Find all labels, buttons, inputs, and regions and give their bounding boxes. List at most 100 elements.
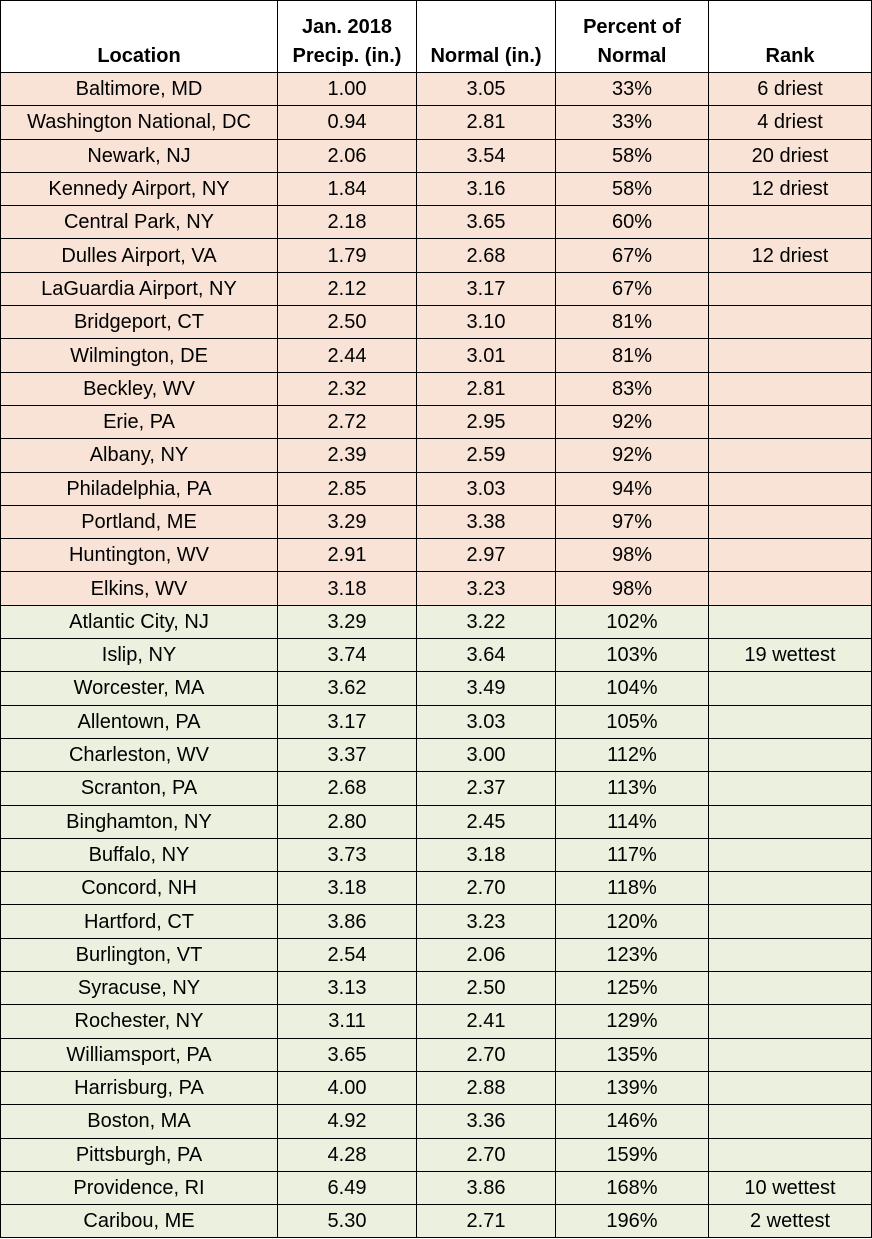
cell-rank xyxy=(708,205,872,240)
cell-rank: 4 driest xyxy=(708,105,872,140)
cell-precip: 2.50 xyxy=(277,305,417,340)
cell-location: LaGuardia Airport, NY xyxy=(0,271,278,307)
cell-percent: 81% xyxy=(555,305,709,340)
cell-location: Baltimore, MD xyxy=(0,71,278,107)
header-location-label: Location xyxy=(97,45,181,67)
cell-normal: 2.41 xyxy=(416,1004,556,1039)
cell-location: Elkins, WV xyxy=(0,571,278,606)
cell-precip: 3.17 xyxy=(277,704,417,739)
table-row: Baltimore, MD 1.00 3.05 33% 6 driest xyxy=(0,71,872,107)
cell-location: Hartford, CT xyxy=(0,904,278,939)
table-row: Scranton, PA 2.68 2.37 113% xyxy=(0,771,872,806)
cell-rank: 10 wettest xyxy=(708,1170,872,1206)
table-row: Williamsport, PA 3.65 2.70 135% xyxy=(0,1037,872,1072)
cell-percent: 33% xyxy=(555,71,709,107)
cell-precip: 3.18 xyxy=(277,871,417,906)
cell-percent: 112% xyxy=(555,737,709,773)
cell-precip: 1.00 xyxy=(277,71,417,107)
cell-normal: 2.95 xyxy=(416,404,556,440)
cell-precip: 2.54 xyxy=(277,937,417,973)
cell-precip: 2.12 xyxy=(277,271,417,307)
table-row: Erie, PA 2.72 2.95 92% xyxy=(0,404,872,440)
cell-location: Harrisburg, PA xyxy=(0,1070,278,1106)
cell-rank xyxy=(708,871,872,906)
cell-percent: 33% xyxy=(555,105,709,140)
cell-percent: 83% xyxy=(555,371,709,406)
cell-location: Albany, NY xyxy=(0,438,278,473)
cell-normal: 2.88 xyxy=(416,1070,556,1106)
cell-location: Washington National, DC xyxy=(0,105,278,140)
cell-location: Williamsport, PA xyxy=(0,1037,278,1072)
cell-percent: 58% xyxy=(555,138,709,173)
table-row: Elkins, WV 3.18 3.23 98% xyxy=(0,571,872,606)
cell-location: Islip, NY xyxy=(0,638,278,673)
cell-percent: 60% xyxy=(555,205,709,240)
cell-rank xyxy=(708,1104,872,1139)
header-rank: Rank xyxy=(708,0,872,73)
table-row: Burlington, VT 2.54 2.06 123% xyxy=(0,937,872,973)
cell-precip: 0.94 xyxy=(277,105,417,140)
cell-normal: 3.64 xyxy=(416,638,556,673)
header-location: Location xyxy=(0,0,278,73)
cell-location: Scranton, PA xyxy=(0,771,278,806)
cell-normal: 3.18 xyxy=(416,837,556,873)
cell-normal: 3.86 xyxy=(416,1170,556,1206)
cell-location: Philadelphia, PA xyxy=(0,471,278,506)
header-normal: Normal (in.) xyxy=(416,0,556,73)
cell-rank xyxy=(708,404,872,440)
cell-precip: 3.29 xyxy=(277,604,417,640)
cell-percent: 98% xyxy=(555,538,709,573)
cell-rank xyxy=(708,704,872,739)
cell-precip: 3.18 xyxy=(277,571,417,606)
cell-precip: 2.06 xyxy=(277,138,417,173)
cell-normal: 2.70 xyxy=(416,1037,556,1072)
header-precip-line2: Precip. (in.) xyxy=(292,45,402,67)
cell-normal: 3.17 xyxy=(416,271,556,307)
cell-location: Pittsburgh, PA xyxy=(0,1137,278,1172)
cell-percent: 120% xyxy=(555,904,709,939)
table-row: Boston, MA 4.92 3.36 146% xyxy=(0,1104,872,1139)
cell-rank xyxy=(708,504,872,540)
cell-precip: 3.74 xyxy=(277,638,417,673)
table-row: Caribou, ME 5.30 2.71 196% 2 wettest xyxy=(0,1204,872,1239)
cell-rank xyxy=(708,771,872,806)
cell-precip: 3.86 xyxy=(277,904,417,939)
table-row: Washington National, DC 0.94 2.81 33% 4 drie… xyxy=(0,105,872,140)
cell-precip: 2.80 xyxy=(277,804,417,839)
table-row: Central Park, NY 2.18 3.65 60% xyxy=(0,205,872,240)
cell-location: Syracuse, NY xyxy=(0,971,278,1006)
cell-normal: 3.01 xyxy=(416,338,556,373)
cell-normal: 2.50 xyxy=(416,971,556,1006)
cell-percent: 123% xyxy=(555,937,709,973)
cell-location: Huntington, WV xyxy=(0,538,278,573)
cell-precip: 2.85 xyxy=(277,471,417,506)
cell-normal: 2.81 xyxy=(416,371,556,406)
cell-percent: 117% xyxy=(555,837,709,873)
cell-precip: 2.68 xyxy=(277,771,417,806)
cell-normal: 3.23 xyxy=(416,904,556,939)
cell-location: Central Park, NY xyxy=(0,205,278,240)
cell-rank xyxy=(708,1070,872,1106)
cell-percent: 125% xyxy=(555,971,709,1006)
header-precip: Jan. 2018 Precip. (in.) xyxy=(277,0,417,73)
cell-percent: 103% xyxy=(555,638,709,673)
cell-normal: 2.97 xyxy=(416,538,556,573)
cell-rank: 12 driest xyxy=(708,171,872,207)
cell-location: Burlington, VT xyxy=(0,937,278,973)
table-row: Syracuse, NY 3.13 2.50 125% xyxy=(0,971,872,1006)
cell-precip: 3.29 xyxy=(277,504,417,540)
cell-location: Rochester, NY xyxy=(0,1004,278,1039)
cell-percent: 104% xyxy=(555,671,709,706)
cell-rank: 12 driest xyxy=(708,238,872,273)
cell-rank xyxy=(708,904,872,939)
table-row: Dulles Airport, VA 1.79 2.68 67% 12 driest xyxy=(0,238,872,273)
table-row: Pittsburgh, PA 4.28 2.70 159% xyxy=(0,1137,872,1172)
cell-percent: 58% xyxy=(555,171,709,207)
cell-percent: 94% xyxy=(555,471,709,506)
cell-percent: 196% xyxy=(555,1204,709,1239)
cell-precip: 2.44 xyxy=(277,338,417,373)
cell-precip: 3.62 xyxy=(277,671,417,706)
table-row: Buffalo, NY 3.73 3.18 117% xyxy=(0,837,872,873)
cell-rank xyxy=(708,271,872,307)
cell-percent: 118% xyxy=(555,871,709,906)
